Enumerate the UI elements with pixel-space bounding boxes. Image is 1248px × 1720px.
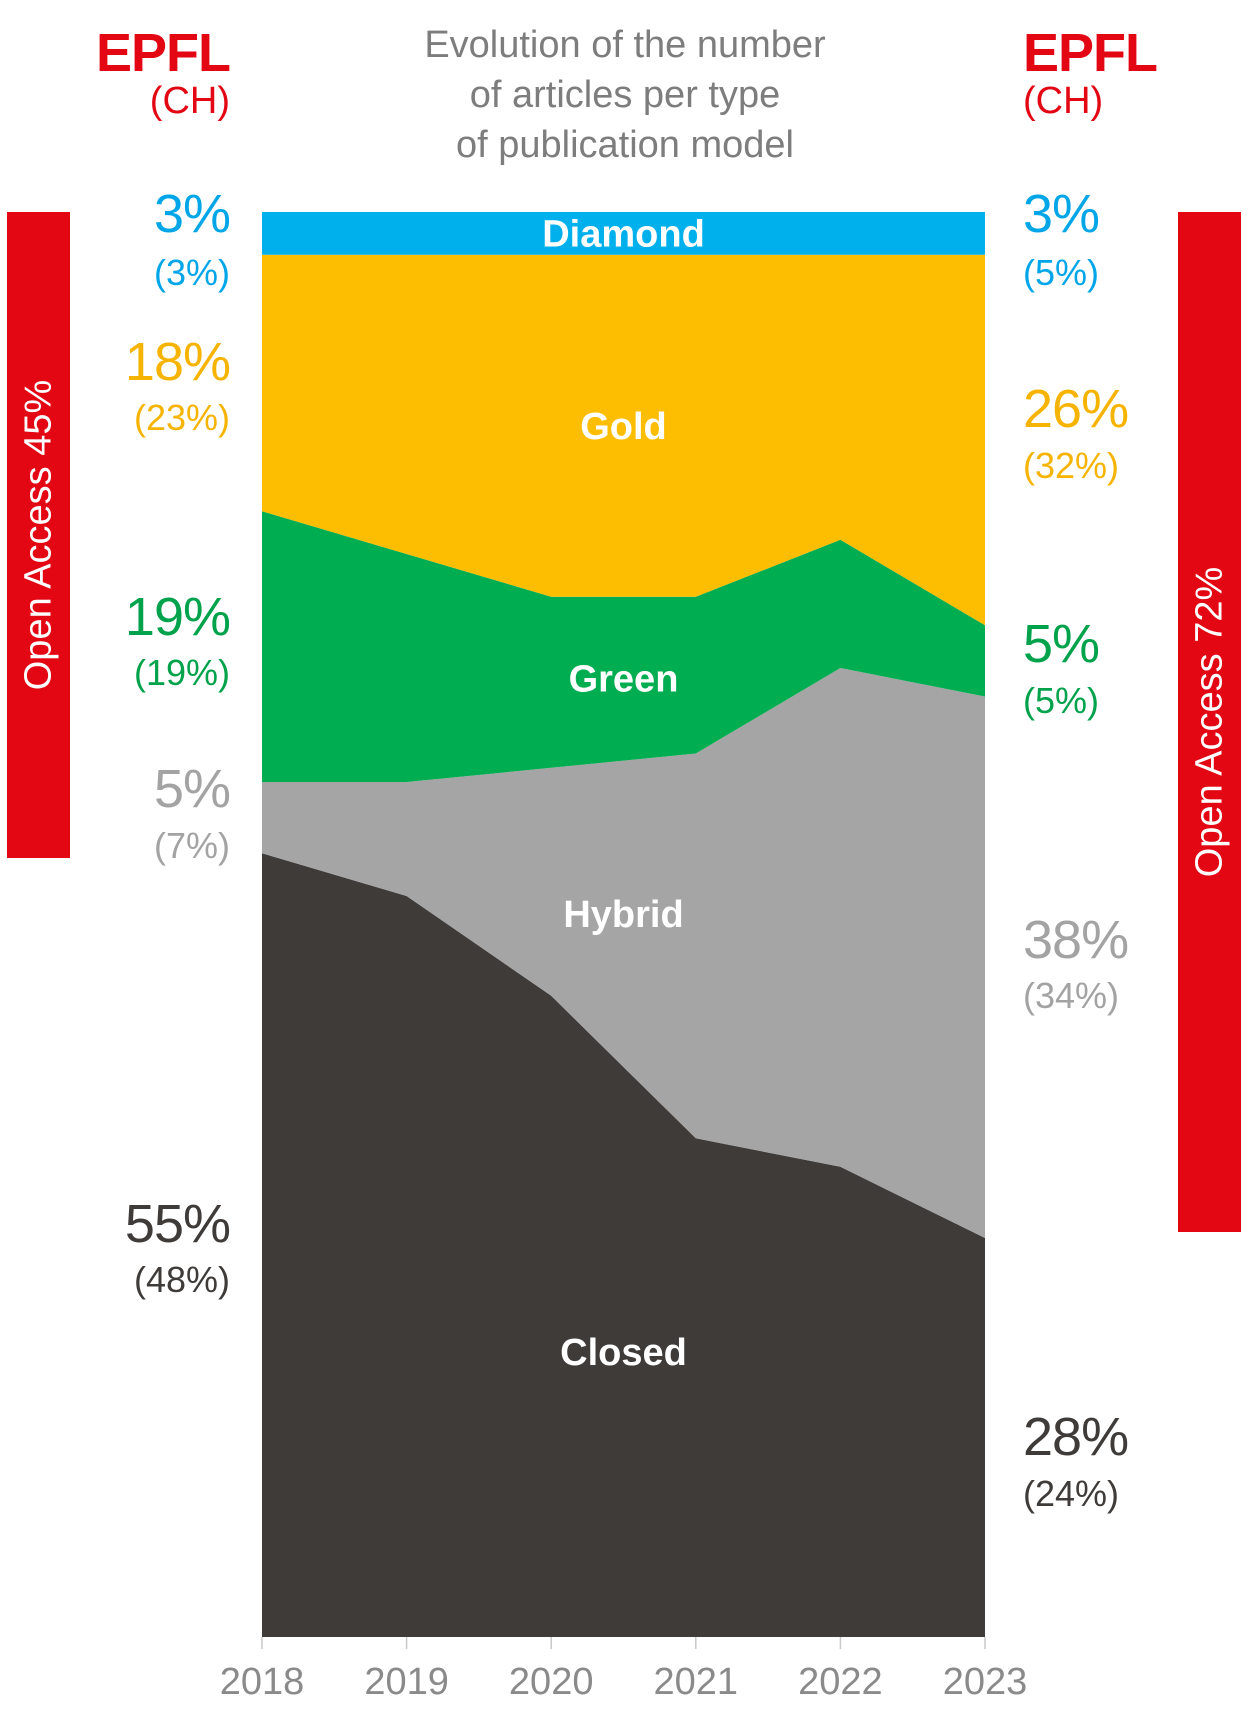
left-green-ch: (19%) xyxy=(133,652,230,693)
area-label-green: Green xyxy=(569,659,679,701)
x-tick-label-2022: 2022 xyxy=(798,1661,883,1703)
right-gold-value: 26% xyxy=(1023,379,1129,439)
right-closed-ch: (24%) xyxy=(1023,1473,1120,1514)
left-diamond-ch: (3%) xyxy=(153,252,230,293)
right-gold-ch: (32%) xyxy=(1023,445,1120,486)
left-gold-ch: (23%) xyxy=(133,397,230,438)
chart-area-labels: Closed Hybrid Green Gold Diamond xyxy=(542,213,705,1374)
x-tick-label-2020: 2020 xyxy=(509,1661,594,1703)
area-closed xyxy=(262,853,985,1637)
x-tick-label-2019: 2019 xyxy=(364,1661,449,1703)
chart-title-line-3: of publication model xyxy=(456,124,794,166)
right-closed-value: 28% xyxy=(1023,1407,1129,1467)
chart-areas xyxy=(262,212,985,1637)
open-access-right-bar: Open Access 72% xyxy=(1178,212,1241,1232)
left-hybrid-ch: (7%) xyxy=(153,825,230,866)
left-brand: EPFL xyxy=(95,23,231,83)
right-green-value: 5% xyxy=(1023,614,1100,674)
area-hybrid xyxy=(262,668,985,1238)
right-brand-sub: (CH) xyxy=(1023,80,1104,122)
area-green xyxy=(262,511,985,782)
area-label-closed: Closed xyxy=(560,1332,687,1374)
right-hybrid-value: 38% xyxy=(1023,910,1129,970)
left-green-value: 19% xyxy=(124,587,231,647)
left-gold-value: 18% xyxy=(124,332,231,392)
left-diamond-value: 3% xyxy=(153,184,231,244)
x-tick-label-2018: 2018 xyxy=(220,1661,305,1703)
area-label-hybrid: Hybrid xyxy=(563,894,683,936)
right-diamond-ch: (5%) xyxy=(1023,252,1100,293)
open-access-left-bar: Open Access 45% xyxy=(7,212,70,858)
area-label-diamond: Diamond xyxy=(542,213,705,255)
right-green-ch: (5%) xyxy=(1023,680,1100,721)
right-diamond-value: 3% xyxy=(1023,184,1100,244)
area-gold xyxy=(262,254,985,626)
chart-title: Evolution of the number of articles per … xyxy=(395,20,855,170)
chart-x-axis: 2018 2019 2020 2021 2022 2023 xyxy=(220,1637,1028,1703)
right-hybrid-ch: (34%) xyxy=(1023,975,1120,1016)
area-diamond xyxy=(262,212,985,255)
chart-title-line-2: of articles per type xyxy=(469,74,781,116)
left-closed-value: 55% xyxy=(124,1194,231,1254)
x-tick-label-2023: 2023 xyxy=(943,1661,1028,1703)
left-hybrid-value: 5% xyxy=(153,759,231,819)
x-tick-label-2021: 2021 xyxy=(654,1661,739,1703)
left-closed-ch: (48%) xyxy=(133,1259,230,1300)
left-brand-sub: (CH) xyxy=(149,80,230,122)
chart-title-line-1: Evolution of the number xyxy=(424,24,826,66)
area-label-gold: Gold xyxy=(580,406,667,448)
right-brand: EPFL xyxy=(1023,23,1158,83)
